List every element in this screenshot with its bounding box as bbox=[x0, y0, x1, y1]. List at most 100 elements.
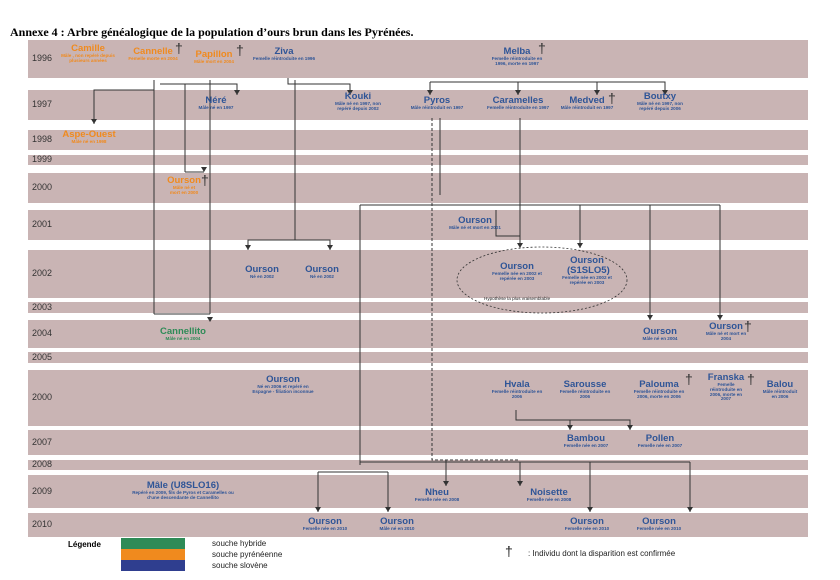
bear-name: Ourson bbox=[709, 321, 743, 332]
bear-desc: Mâle né en 1998 bbox=[71, 138, 107, 144]
arrow-head bbox=[517, 481, 523, 486]
bear-desc: Femelle née en 2010 bbox=[564, 525, 610, 531]
cross-icon: † bbox=[608, 90, 616, 106]
bear-ourson-2001: Ourson Mâle né et mort en 2001 bbox=[449, 216, 501, 231]
bear-name: Hvala bbox=[504, 379, 530, 390]
bear-desc: Mâle né et mort en 2000 bbox=[169, 184, 199, 195]
bear-name: Kouki bbox=[344, 91, 372, 102]
bear-noisette: Noisette Femelle née en 2008 bbox=[527, 488, 571, 503]
year-label: 2001 bbox=[32, 219, 53, 229]
bear-desc: Femelle née en 2002 et repérée en 2003 bbox=[562, 274, 612, 285]
arrow-head bbox=[315, 507, 321, 512]
bear-ourson-2004b: Ourson Mâle né et mort en 2004 bbox=[701, 322, 751, 342]
bear-name: Ourson bbox=[308, 516, 342, 527]
legend-swatch-pyrenean bbox=[121, 549, 185, 560]
arrow-heads bbox=[91, 90, 723, 512]
year-label: 1998 bbox=[32, 134, 53, 144]
year-band bbox=[28, 130, 808, 150]
bear-ourson-2006: Ourson Né en 2006 et repéré en Espagne -… bbox=[248, 375, 318, 395]
bear-desc: Mâle né en 2010 bbox=[379, 525, 415, 531]
bear-hvala: Hvala Femelle réintroduite en 2006 bbox=[488, 380, 546, 400]
year-band bbox=[28, 302, 808, 313]
bear-ourson-2002b: Ourson Né en 2002 bbox=[305, 265, 339, 280]
bear-name: Camille bbox=[71, 43, 105, 54]
year-band bbox=[28, 173, 808, 203]
bear-name: Ourson bbox=[500, 261, 534, 272]
bear-bambou: Bambou Femelle née en 2007 bbox=[564, 434, 608, 449]
bear-desc: Mâle mort en 2004 bbox=[194, 58, 234, 64]
legend-swatch-slovene bbox=[121, 560, 185, 571]
bear-name: Ziva bbox=[274, 46, 294, 57]
arrow-head bbox=[627, 425, 633, 430]
arrow-head bbox=[517, 243, 523, 248]
arrow-head bbox=[687, 507, 693, 512]
year-label: 2005 bbox=[32, 351, 53, 362]
bear-name: Sarousse bbox=[563, 379, 607, 390]
bear-desc: Femelle réintroduite en 1997 bbox=[486, 104, 550, 110]
arrow-head bbox=[717, 315, 723, 320]
bear-desc: Femelle née en 2002 et repérée en 2003 bbox=[492, 270, 542, 281]
bear-name: Pyros bbox=[423, 95, 451, 106]
year-band bbox=[28, 155, 808, 165]
bear-name: Noisette bbox=[530, 487, 568, 498]
arrow-head bbox=[207, 317, 213, 322]
arrow-head bbox=[201, 167, 207, 172]
year-band bbox=[28, 370, 808, 426]
year-band bbox=[28, 475, 808, 508]
bear-pyros: Pyros Mâle réintroduit en 1997 bbox=[411, 96, 464, 111]
bear-name: Ourson bbox=[266, 374, 300, 385]
bear-name: Ourson bbox=[245, 264, 279, 275]
bear-desc: Né en 2002 bbox=[309, 273, 334, 279]
arrow-head bbox=[427, 90, 433, 95]
cross-icon: † bbox=[744, 318, 752, 334]
bear-desc: Repéré en 2009, fils de Pyros et Caramel… bbox=[132, 489, 234, 500]
year-label: 2008 bbox=[32, 459, 53, 469]
bear-desc: Femelle née en 2010 bbox=[302, 525, 348, 531]
bear-palouma: Palouma Femelle réintroduite en 2006, mo… bbox=[628, 380, 690, 400]
bear-desc: Mâle né en 2004 bbox=[642, 335, 678, 341]
bear-name: Ourson (S1SLO5) bbox=[567, 255, 610, 276]
legend-label-slovene: souche slovène bbox=[212, 561, 268, 570]
bear-papillon: Papillon Mâle mort en 2004 bbox=[194, 50, 234, 65]
bear-desc: Femelle née en 2008 bbox=[526, 496, 572, 502]
bear-ourson-2002d: Ourson (S1SLO5) Femelle née en 2002 et r… bbox=[560, 256, 615, 286]
arrow-head bbox=[443, 481, 449, 486]
arrow-head bbox=[662, 90, 668, 95]
bear-name: Cannellito bbox=[160, 326, 206, 337]
bear-franska: Franska Femelle réintroduite en 2006, mo… bbox=[705, 373, 747, 402]
legend-cross-label: : Individu dont la disparition est confi… bbox=[528, 549, 676, 558]
bear-name: Cannelle bbox=[133, 46, 173, 57]
bear-nheu: Nheu Femelle née en 2008 bbox=[415, 488, 459, 503]
bear-camille: Camille Mâle , non repéré depuis plusieu… bbox=[61, 44, 116, 64]
bear-nere: Néré Mâle né en 1997 bbox=[199, 96, 234, 111]
bear-desc: Né en 2002 bbox=[249, 273, 274, 279]
arrow-head bbox=[234, 90, 240, 95]
year-label: 2002 bbox=[32, 268, 53, 278]
bear-desc: Mâle né en 1997, non repéré depuis 2006 bbox=[637, 100, 683, 111]
bear-ourson-2004a: Ourson Mâle né en 2004 bbox=[643, 327, 678, 342]
year-label: 2000 bbox=[32, 392, 53, 402]
bear-ziva: Ziva Femelle réintroduite en 1996 bbox=[253, 47, 315, 62]
bear-melba: Melba Femelle réintroduite en 1996, mort… bbox=[486, 47, 548, 67]
bear-ourson-2010c: Ourson Femelle née en 2010 bbox=[565, 517, 609, 532]
bear-name: Bambou bbox=[567, 433, 605, 444]
bear-desc: Femelle réintroduite en 2006, morte en 2… bbox=[633, 388, 685, 399]
year-band bbox=[28, 90, 808, 120]
bear-medved: Medved Mâle réintroduit en 1997 bbox=[561, 96, 614, 111]
year-band bbox=[28, 210, 808, 240]
cross-icon: † bbox=[747, 371, 755, 387]
bear-caramelles: Caramelles Femelle réintroduite en 1997 bbox=[487, 96, 549, 111]
hypothesis-label: Hypothèse la plus vraisemblable bbox=[484, 296, 551, 301]
cross-icon: † bbox=[175, 40, 183, 56]
bear-name: Boutxy bbox=[643, 91, 677, 102]
bear-desc: Mâle réintroduit en 2006 bbox=[762, 388, 798, 399]
bear-name: Franska bbox=[707, 372, 745, 383]
arrow-head bbox=[647, 315, 653, 320]
year-band bbox=[28, 250, 808, 298]
bear-name: Mâle (U8SLO16) bbox=[146, 480, 220, 491]
year-band bbox=[28, 40, 808, 78]
year-band bbox=[28, 320, 808, 348]
year-label: 2000 bbox=[32, 182, 53, 192]
arrow-head bbox=[577, 243, 583, 248]
